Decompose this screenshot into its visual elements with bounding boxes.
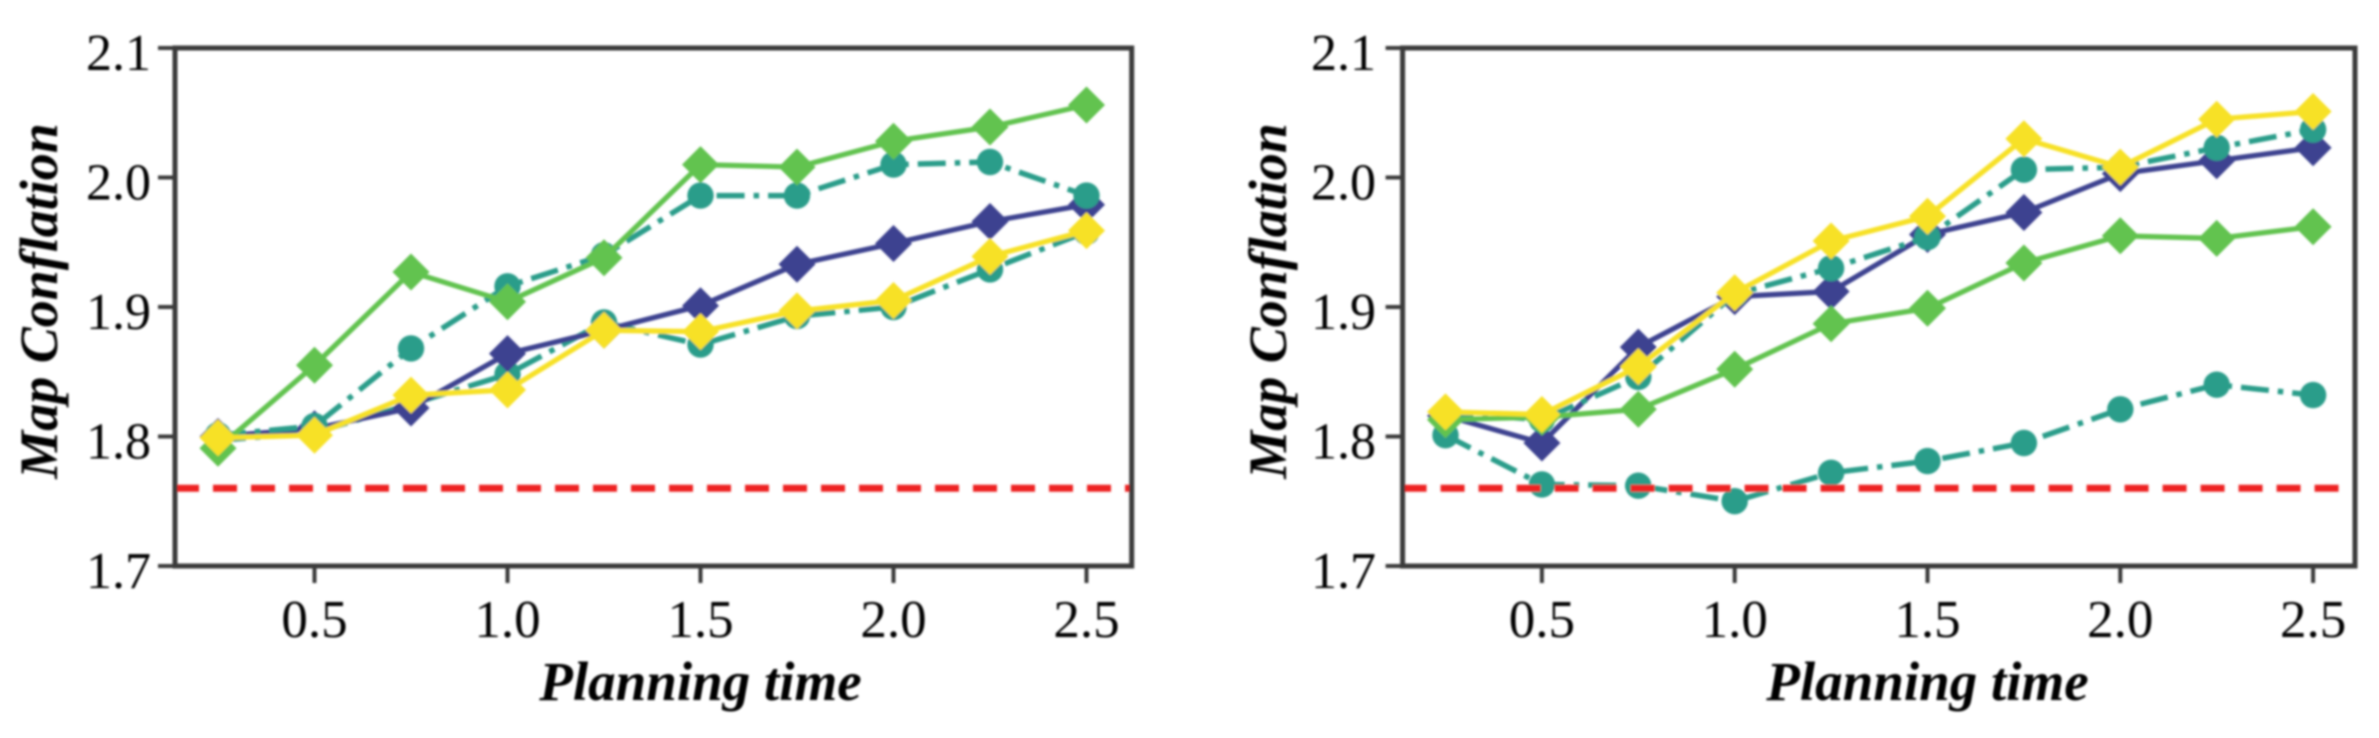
svg-text:1.8: 1.8 xyxy=(86,414,151,471)
svg-text:2.5: 2.5 xyxy=(2280,591,2346,649)
svg-text:Map Conflation: Map Conflation xyxy=(9,123,69,480)
svg-text:1.8: 1.8 xyxy=(1311,414,1376,471)
svg-text:Map Conflation: Map Conflation xyxy=(1238,123,1298,480)
svg-text:Planning time: Planning time xyxy=(538,651,861,712)
svg-text:2.0: 2.0 xyxy=(1311,155,1376,212)
svg-text:2.1: 2.1 xyxy=(86,25,151,82)
svg-text:2.1: 2.1 xyxy=(1311,25,1376,82)
svg-text:1.7: 1.7 xyxy=(1311,543,1376,600)
svg-text:2.0: 2.0 xyxy=(860,591,926,649)
svg-text:Planning time: Planning time xyxy=(1765,651,2088,712)
svg-text:2.5: 2.5 xyxy=(1053,591,1119,649)
svg-text:1.7: 1.7 xyxy=(86,543,151,600)
svg-text:1.5: 1.5 xyxy=(1894,591,1960,649)
svg-text:1.0: 1.0 xyxy=(1702,591,1768,649)
svg-text:1.0: 1.0 xyxy=(474,591,540,649)
svg-text:2.0: 2.0 xyxy=(86,155,151,212)
svg-text:2.0: 2.0 xyxy=(2087,591,2153,649)
svg-text:1.9: 1.9 xyxy=(86,284,151,341)
svg-text:1.5: 1.5 xyxy=(667,591,733,649)
svg-text:0.5: 0.5 xyxy=(281,591,347,649)
svg-text:0.5: 0.5 xyxy=(1509,591,1575,649)
svg-text:1.9: 1.9 xyxy=(1311,284,1376,341)
